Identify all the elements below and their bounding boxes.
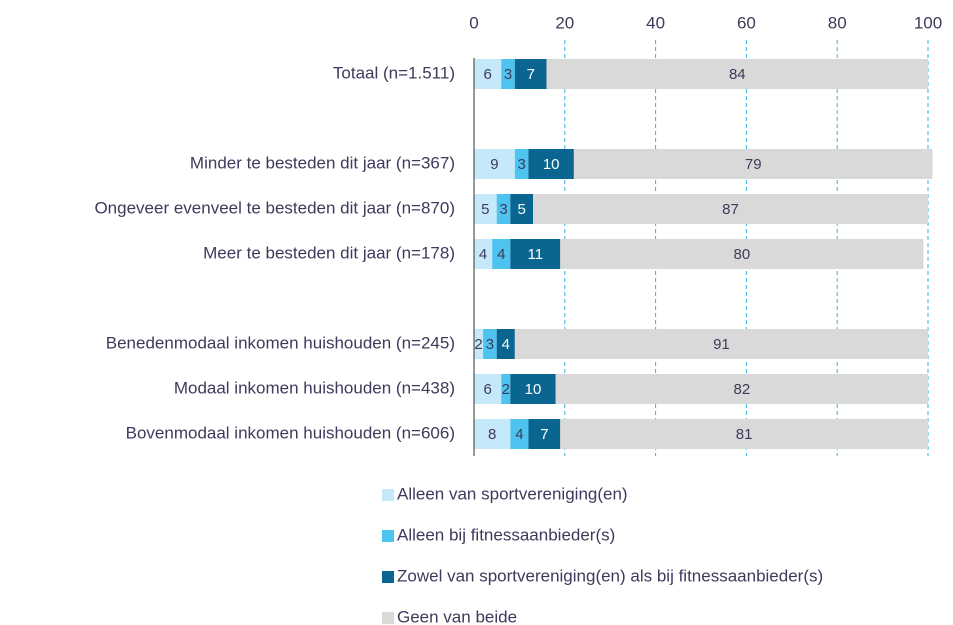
legend-label: Geen van beide <box>397 607 517 625</box>
value-label: 7 <box>540 426 548 443</box>
value-label: 8 <box>488 426 496 443</box>
value-label: 84 <box>729 66 746 83</box>
value-label: 4 <box>502 336 510 353</box>
bar-segment <box>514 329 928 359</box>
bar-segment <box>533 194 928 224</box>
bar-segment <box>474 374 502 404</box>
value-label: 3 <box>486 336 494 353</box>
category-label: Totaal (n=1.511) <box>333 63 455 82</box>
bar-segment <box>496 329 515 359</box>
value-label: 87 <box>722 201 739 218</box>
bar-segment <box>514 59 547 89</box>
value-label: 11 <box>528 246 544 263</box>
bar-segment <box>474 419 511 449</box>
value-label: 10 <box>525 381 542 398</box>
value-label: 2 <box>474 336 482 353</box>
x-tick-label: 0 <box>469 13 478 32</box>
bar-segment <box>546 59 928 89</box>
category-label: Modaal inkomen huishouden (n=438) <box>174 378 455 397</box>
value-label: 5 <box>517 201 525 218</box>
value-label: 3 <box>499 201 507 218</box>
legend-label: Alleen van sportvereniging(en) <box>397 484 628 503</box>
value-label: 6 <box>483 66 491 83</box>
bar-segment <box>474 194 497 224</box>
bar-segment <box>474 59 502 89</box>
x-tick-label: 100 <box>914 13 942 32</box>
value-label: 5 <box>481 201 489 218</box>
value-label: 4 <box>515 426 523 443</box>
bar-segment <box>510 419 529 449</box>
category-label: Ongeveer evenveel te besteden dit jaar (… <box>94 198 455 217</box>
bar-segment <box>483 329 497 359</box>
value-label: 91 <box>713 336 730 353</box>
legend-label: Zowel van sportvereniging(en) als bij fi… <box>397 566 823 585</box>
bar-segment <box>528 149 574 179</box>
x-tick-label: 20 <box>555 13 574 32</box>
value-label: 9 <box>490 156 498 173</box>
bar-segment <box>510 194 534 224</box>
bar-segment <box>510 239 561 269</box>
legend-label: Alleen bij fitnessaanbieder(s) <box>397 525 615 544</box>
value-label: 2 <box>502 381 510 398</box>
value-label: 79 <box>745 156 762 173</box>
bar-segment <box>474 149 515 179</box>
value-label: 3 <box>504 66 512 83</box>
bar-segment <box>492 239 511 269</box>
x-tick-label: 40 <box>646 13 665 32</box>
value-label: 80 <box>734 246 751 263</box>
bar-segment <box>573 149 933 179</box>
category-label: Benedenmodaal inkomen huishouden (n=245) <box>106 333 455 352</box>
category-label: Meer te besteden dit jaar (n=178) <box>203 243 455 262</box>
bar-segment <box>514 149 529 179</box>
value-label: 3 <box>517 156 525 173</box>
value-label: 81 <box>736 426 753 443</box>
bar-segment <box>501 59 515 89</box>
value-label: 6 <box>483 381 491 398</box>
bar-segment <box>560 239 924 269</box>
value-label: 82 <box>734 381 751 398</box>
x-tick-label: 60 <box>737 13 756 32</box>
legend-swatch <box>382 489 394 501</box>
legend-swatch <box>382 612 394 624</box>
bar-segment <box>555 374 928 404</box>
value-label: 10 <box>543 156 560 173</box>
value-label: 4 <box>497 246 505 263</box>
x-tick-label: 80 <box>828 13 847 32</box>
value-label: 7 <box>527 66 535 83</box>
legend-swatch <box>382 571 394 583</box>
bar-segment <box>474 329 484 359</box>
legend-swatch <box>382 530 394 542</box>
bar-segment <box>528 419 561 449</box>
bar-segment <box>474 239 493 269</box>
bar-segment <box>510 374 556 404</box>
bar-segment <box>496 194 511 224</box>
value-label: 4 <box>479 246 487 263</box>
category-label: Bovenmodaal inkomen huishouden (n=606) <box>126 423 455 442</box>
bar-segment <box>560 419 928 449</box>
category-label: Minder te besteden dit jaar (n=367) <box>190 153 455 172</box>
bar-segment <box>501 374 511 404</box>
